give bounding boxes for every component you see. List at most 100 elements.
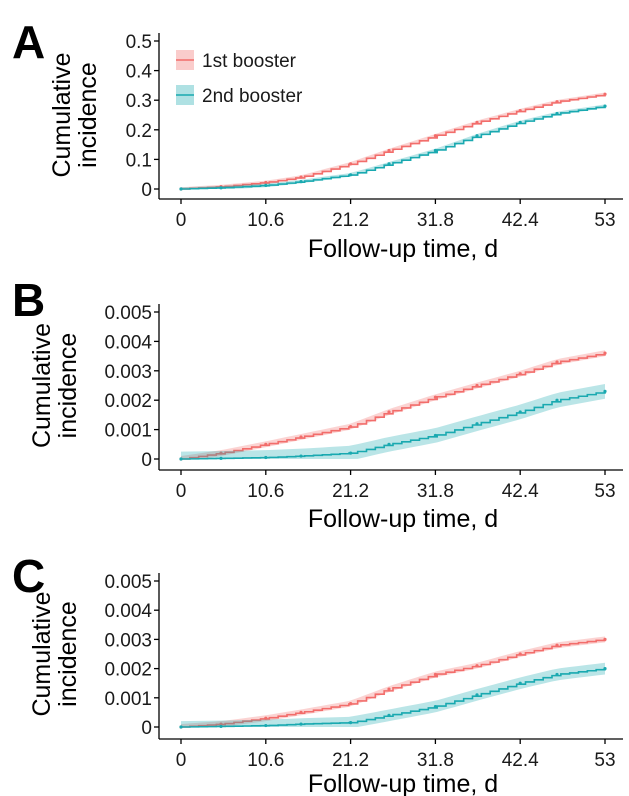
data-point [264,183,268,188]
chart-panel-a: A 0 0.1 0.2 0.3 0.4 0.5 0 10.6 21.2 31.8 42.4 53 Foll… [12,16,623,263]
data-point [603,351,607,355]
x-tick-label: 10.6 [247,481,284,502]
chart-panel-c: C 0 0.001 0.002 0.003 0.004 0.005 0 10.6 21.2 31.8… [12,550,623,796]
data-point [387,410,391,414]
data-point [518,108,522,113]
ci-band [181,350,605,459]
x-tick-label: 21.2 [332,750,369,771]
data-point [555,672,559,677]
data-point [387,148,391,153]
legend-label: 2nd booster [202,86,303,107]
y-tick-label: 0.004 [104,601,152,622]
data-point [475,120,479,124]
x-tick-label: 53 [594,481,615,502]
data-point [475,134,479,138]
ci-band [181,104,605,189]
y-axis-title-line: Cumulative [48,52,76,177]
y-axis-title-line: incidence [54,601,82,707]
data-point [518,120,522,124]
data-point [179,725,183,729]
data-point [387,687,391,691]
panels: A 0 0.1 0.2 0.3 0.4 0.5 0 10.6 21.2 31.8 42.4 53 Foll… [12,16,623,796]
series-1 [179,636,607,729]
y-tick-label: 0.002 [104,391,152,412]
series-line [181,94,606,190]
data-point [349,702,353,706]
data-point [603,104,607,108]
x-tick-label: 10.6 [247,210,284,231]
data-point [349,451,353,455]
y-tick-label: 0 [141,450,152,471]
data-point [299,175,303,179]
data-point [518,681,522,685]
data-point [264,716,268,720]
data-point [349,721,353,725]
y-tick-label: 0.2 [126,121,152,142]
data-point [433,433,437,438]
data-point [179,187,183,191]
data-point [219,186,223,190]
series-2 [179,104,607,191]
series-line [181,668,606,728]
data-point [219,456,223,461]
panel-letter: A [12,16,45,68]
y-tick-label: 0 [141,718,152,739]
data-point [603,389,607,393]
data-point [299,435,303,439]
y-axis-title-line: incidence [74,62,102,168]
x-tick-label: 42.4 [502,481,539,502]
y-tick-label: 0.001 [104,421,152,442]
x-axis-title: Follow-up time, d [308,505,498,533]
data-point [387,162,391,166]
data-point [475,422,479,426]
series-line [181,106,606,190]
y-tick-label: 0.005 [104,572,152,593]
data-point [555,398,559,402]
data-point [603,637,607,642]
y-tick-label: 0.005 [104,303,152,324]
y-axis-title-line: Cumulative [28,323,56,448]
y-axis-title: Cumulativeincidence [28,591,82,716]
data-point [219,451,223,455]
ci-band [181,662,605,727]
data-point [349,425,353,429]
legend: 1st booster 2nd booster [176,50,303,107]
data-point [433,134,437,138]
x-tick-label: 0 [176,750,187,771]
panel-letter: C [12,550,45,602]
panel-letter: B [12,274,45,326]
y-tick-label: 0.003 [104,630,152,651]
legend-label: 1st booster [202,51,297,72]
data-point [264,442,268,446]
x-tick-label: 10.6 [247,750,284,771]
y-tick-label: 0.5 [126,32,152,53]
data-point [603,667,607,671]
data-point [299,710,303,715]
x-tick-label: 21.2 [332,481,369,502]
x-axis-title: Follow-up time, d [308,235,498,263]
data-point [475,664,479,668]
x-tick-label: 42.4 [502,210,539,231]
x-tick-label: 0 [176,210,187,231]
y-axis-title: Cumulativeincidence [48,52,102,177]
y-tick-label: 0.003 [104,362,152,383]
data-point [475,383,479,388]
x-axis-title: Follow-up time, d [308,770,498,796]
x-tick-label: 31.8 [417,210,454,231]
y-tick-label: 0.3 [126,91,152,112]
x-tick-label: 53 [594,750,615,771]
x-tick-label: 42.4 [502,750,539,771]
x-tick-label: 31.8 [417,481,454,502]
y-tick-label: 0 [141,180,152,201]
data-point [603,92,607,96]
y-axis-title-line: Cumulative [28,591,56,716]
data-point [387,442,391,446]
y-tick-label: 0.4 [126,62,153,83]
data-point [299,180,303,184]
data-point [555,643,559,647]
data-point [299,722,303,726]
data-point [219,722,223,726]
data-point [387,713,391,717]
data-point [264,455,268,460]
